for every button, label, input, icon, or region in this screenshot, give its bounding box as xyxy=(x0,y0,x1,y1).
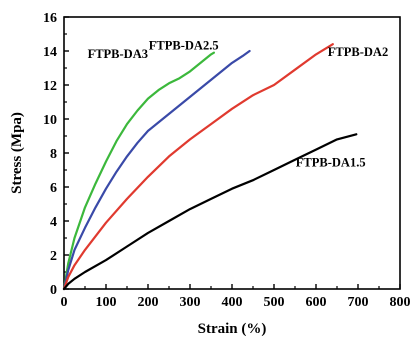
series-line-ftpb-da3 xyxy=(62,51,215,291)
y-tick-label: 8 xyxy=(50,147,57,162)
y-tick-label: 12 xyxy=(43,79,57,94)
x-tick-label: 500 xyxy=(264,295,285,310)
x-tick-label: 800 xyxy=(390,295,411,310)
y-tick-label: 16 xyxy=(43,11,57,26)
series-line-ftpb-da2 xyxy=(62,43,334,291)
series-label: FTPB-DA2.5 xyxy=(149,38,219,52)
y-tick-label: 2 xyxy=(50,249,57,264)
y-tick-label: 10 xyxy=(43,113,57,128)
x-tick-label: 100 xyxy=(96,295,117,310)
y-tick-label: 14 xyxy=(43,45,57,60)
x-tick-label: 400 xyxy=(222,295,243,310)
y-axis-title: Stress (Mpa) xyxy=(9,112,25,194)
x-axis-title: Strain (%) xyxy=(198,321,267,337)
y-tick-label: 0 xyxy=(50,283,57,298)
axis-ticks: 0 100 200 300 400 500 600 700 800 0 2 4 6 8 10 12 14 16 xyxy=(43,11,411,310)
series-label: FTPB-DA1.5 xyxy=(296,156,366,170)
x-tick-label: 300 xyxy=(180,295,201,310)
series-line-ftpb-da2-5 xyxy=(62,49,251,291)
x-tick-label: 200 xyxy=(138,295,159,310)
series-line-ftpb-da1-5 xyxy=(62,133,358,291)
data-series-group xyxy=(62,43,358,291)
x-tick-label: 600 xyxy=(306,295,327,310)
series-label: FTPB-DA3 xyxy=(88,47,148,61)
x-tick-label: 700 xyxy=(348,295,369,310)
x-tick-label: 0 xyxy=(61,295,68,310)
y-tick-label: 6 xyxy=(50,181,57,196)
y-tick-label: 4 xyxy=(50,215,57,230)
series-label: FTPB-DA2 xyxy=(328,45,388,59)
